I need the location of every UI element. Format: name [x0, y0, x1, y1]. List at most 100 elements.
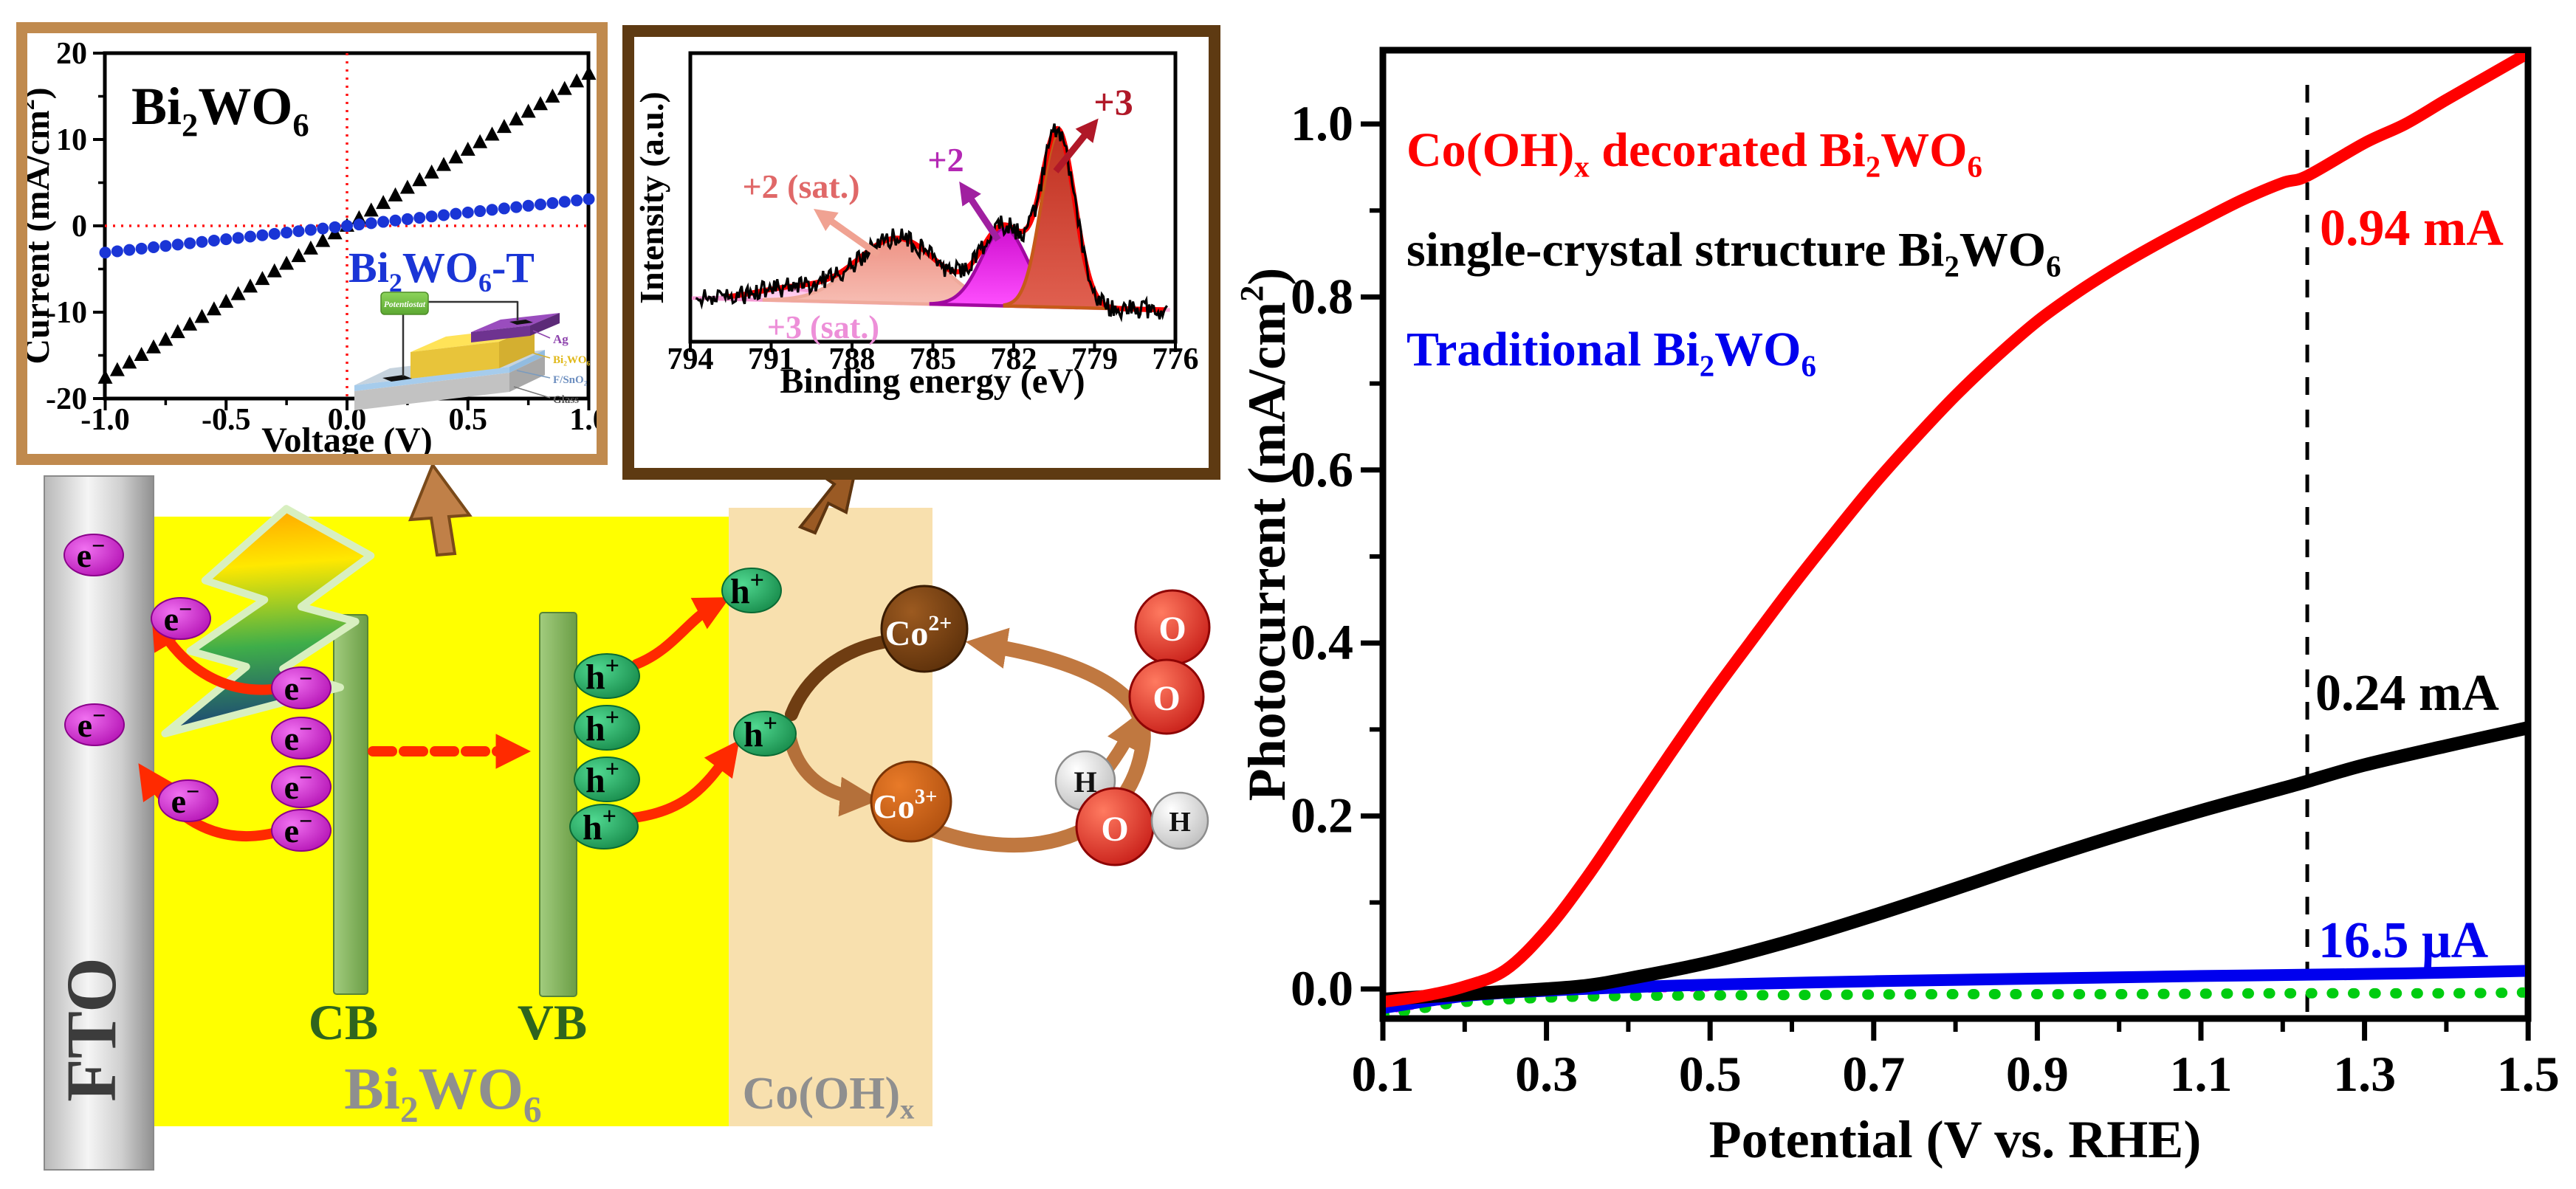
fto-layer-label: F/SnO2 [553, 374, 588, 387]
contact-pad-bottom [382, 375, 412, 382]
xps-fitted-peaks [692, 123, 1170, 323]
electron: e− [151, 596, 211, 640]
co3-ion [870, 760, 952, 843]
xps-label-p2sat: +2 (sat.) [742, 168, 859, 205]
svg-text:0.8: 0.8 [1291, 268, 1353, 324]
xps-chart: 794 791 788 785 782 779 776 Binding energy (eV… [634, 51, 1199, 401]
annotation-blue-16.5uA: 16.5 μA [2318, 912, 2489, 969]
svg-text:0.6: 0.6 [1291, 441, 1353, 497]
lsv-series-3 [1386, 987, 2525, 1016]
svg-text:0.5: 0.5 [449, 403, 488, 437]
hole: h+ [574, 652, 640, 699]
device-schematic: Potentiostat Ag Bi2WO6 F/SnO2 Glass [354, 292, 591, 410]
o2-atom1-label: O [1158, 610, 1186, 649]
electron: e− [64, 702, 125, 746]
arrow-to-xps-inset [797, 472, 856, 535]
xps-raw-data [695, 123, 1169, 323]
electron: e− [271, 764, 332, 808]
fto-label: FTO [52, 957, 131, 1102]
light-bolt-icon [161, 505, 375, 738]
hole: h+ [733, 710, 797, 757]
xps-ylabel: Intensity (a.u.) [634, 92, 670, 304]
svg-text:0.2: 0.2 [1291, 788, 1353, 844]
svg-text:-0.5: -0.5 [202, 403, 251, 437]
hole: h+ [574, 704, 640, 751]
lsv-series-0 [1386, 53, 2525, 1008]
svg-text:788: 788 [829, 342, 876, 376]
iv-xlabel: Voltage (V) [261, 421, 433, 454]
svg-text:-10: -10 [46, 296, 87, 330]
lsv-ylabel: Photocurrent (mA/cm2) [1233, 268, 1296, 802]
hole: h+ [721, 567, 782, 613]
svg-text:794: 794 [667, 342, 714, 376]
svg-text:0.0: 0.0 [1291, 960, 1353, 1016]
glass-layer [354, 373, 509, 410]
svg-text:791: 791 [748, 342, 794, 376]
svg-text:785: 785 [910, 342, 956, 376]
svg-text:779: 779 [1071, 342, 1118, 376]
svg-text:782: 782 [991, 342, 1037, 376]
contact-pad-top [509, 320, 533, 325]
co2-ion [880, 585, 969, 673]
svg-text:h+: h+ [585, 704, 619, 748]
svg-text:776: 776 [1153, 342, 1199, 376]
water-h1-label: H [1074, 765, 1096, 799]
svg-text:h+: h+ [583, 803, 616, 847]
svg-text:1.0: 1.0 [569, 403, 597, 437]
water-molecule: H O H [1054, 750, 1209, 866]
svg-text:0.4: 0.4 [1291, 614, 1353, 670]
potentiostat-label: Potentiostat [384, 300, 426, 309]
xps-axis-ticks: 794 791 788 785 782 779 776 [667, 342, 1199, 376]
cb-band-bar [333, 614, 368, 995]
svg-text:1.3: 1.3 [2333, 1046, 2396, 1102]
xps-label-p2: +2 [927, 141, 964, 179]
iv-ylabel: Current (mA/cm2) [27, 87, 57, 364]
svg-text:-1.0: -1.0 [80, 403, 130, 437]
svg-text:1.0: 1.0 [1291, 95, 1353, 151]
fto-layer [354, 367, 509, 391]
annotation-red-0.94mA: 0.94 mA [2320, 200, 2504, 257]
iv-series2-label: Bi2WO6-T [348, 244, 535, 297]
fto-electrode-bar [44, 475, 154, 1171]
bi2wo6-region-label: Bi2WO6 [344, 1057, 541, 1130]
arrow-to-iv-inset [408, 461, 473, 557]
electron: e− [271, 715, 332, 759]
svg-text:1.1: 1.1 [2170, 1046, 2233, 1102]
hole-arrow-top [631, 597, 730, 669]
svg-text:0.3: 0.3 [1515, 1046, 1578, 1102]
mechanism-diagram: FTO CB VB Bi2WO6 Co(OH)x [44, 461, 1211, 1171]
electron: e− [271, 665, 332, 709]
legend-red: Co(OH)x decorated Bi2WO6 [1407, 123, 1982, 184]
o2-atom2-label: O [1153, 679, 1180, 718]
hole-arrow-bottom [628, 740, 740, 823]
lsv-series [1386, 53, 2525, 1016]
hole: h+ [574, 756, 640, 802]
xps-xlabel: Binding energy (eV) [780, 362, 1085, 401]
glass-layer-label: Glass [553, 394, 579, 406]
iv-series-bi2wo6-t [99, 193, 595, 259]
co3-label: Co3+ [873, 786, 938, 825]
lsv-chart: 0.1 0.3 0.5 0.7 0.9 1.1 1.3 1.5 0.0 0.2 0.4 0.6 0.8 1… [1233, 46, 2560, 1169]
legend-black: single-crystal structure Bi2WO6 [1407, 223, 2061, 283]
electron: e− [271, 807, 332, 852]
xps-label-p3: +3 [1093, 81, 1133, 123]
o2-molecule: O O [1128, 589, 1211, 735]
lsv-axis-ticks: 0.1 0.3 0.5 0.7 0.9 1.1 1.3 1.5 0.0 0.2 0.4 0.6 0.8 1… [1291, 95, 2560, 1102]
iv-title: Bi2WO6 [131, 77, 309, 143]
legend-blue: Traditional Bi2WO6 [1407, 323, 1816, 383]
xps-label-p3sat: +3 (sat.) [767, 309, 879, 345]
svg-text:0.9: 0.9 [2006, 1046, 2069, 1102]
bi2wo6-layer-label: Bi2WO6 [553, 354, 591, 368]
cb-label: CB [309, 994, 378, 1050]
wire-top [428, 300, 519, 320]
xps-peak-annotations: +2 (sat.) +2 +3 +3 (sat.) [742, 81, 1133, 345]
water-h2-label: H [1169, 807, 1191, 838]
svg-text:1.5: 1.5 [2497, 1046, 2560, 1102]
electron: e− [158, 778, 219, 822]
vb-band-bar [539, 612, 577, 997]
potentiostat-box [380, 292, 429, 315]
